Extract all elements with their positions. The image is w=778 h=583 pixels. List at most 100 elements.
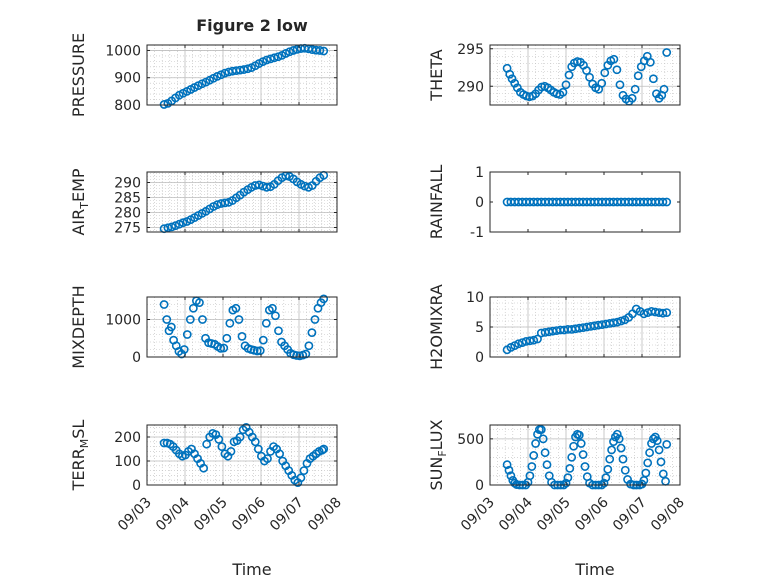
y-tick-label: 0 <box>132 478 141 494</box>
data-point <box>166 322 176 332</box>
y-tick-label: 280 <box>114 206 141 222</box>
data-point <box>504 465 514 475</box>
data-point <box>231 303 241 313</box>
data-point <box>506 471 516 481</box>
data-point <box>262 55 272 65</box>
data-point <box>616 443 626 453</box>
data-point <box>214 434 224 444</box>
data-point <box>319 46 329 56</box>
axes-box <box>146 171 338 233</box>
data-point <box>185 315 195 324</box>
data-point <box>254 180 264 190</box>
y-tick-label: 5 <box>475 320 484 336</box>
data-point <box>222 333 232 343</box>
data-point <box>179 345 189 354</box>
y-axis-label: THETA <box>427 49 446 101</box>
axes-box <box>146 296 338 358</box>
data-point <box>612 317 622 327</box>
data-point <box>658 308 668 318</box>
data-point <box>195 298 204 308</box>
data-point <box>607 445 616 455</box>
y-tick-label: 1000 <box>105 43 141 59</box>
data-point <box>612 429 622 439</box>
data-point <box>538 434 548 444</box>
y-tick-label: 290 <box>457 79 484 95</box>
data-point <box>217 442 227 451</box>
data-series <box>502 304 672 355</box>
data-point <box>507 74 517 84</box>
subplot-terr: 0 100 200 TERRMSL 09/0309/0409/0509/0609/070… <box>69 420 345 535</box>
data-point <box>220 198 230 208</box>
y-tick-label: 100 <box>114 454 141 470</box>
data-point <box>600 68 610 78</box>
y-axis-label: RAINFALL <box>427 165 446 240</box>
data-point <box>641 468 651 478</box>
data-point <box>531 439 540 448</box>
subplot-h2omixra: 0 5 10 H2OMIXRA <box>427 284 681 370</box>
y-tick-label: 1000 <box>105 313 141 329</box>
data-point <box>616 316 626 326</box>
x-tick-label: 09/05 <box>534 495 574 535</box>
data-series <box>502 197 672 207</box>
data-point <box>266 54 275 64</box>
x-tick-label: 09/04 <box>496 494 536 534</box>
data-point <box>243 64 253 74</box>
data-point <box>633 71 643 81</box>
data-point <box>542 460 552 470</box>
data-point <box>315 46 325 55</box>
data-point <box>561 478 571 488</box>
data-point <box>261 318 271 328</box>
data-point <box>649 74 658 84</box>
data-point <box>267 303 277 313</box>
data-point <box>578 450 588 459</box>
data-point <box>627 93 637 103</box>
data-point <box>288 46 298 55</box>
y-tick-label: 290 <box>114 176 141 192</box>
data-series <box>159 43 329 109</box>
y-tick-label: 0 <box>475 195 484 211</box>
data-point <box>502 460 512 470</box>
y-tick-label: 0 <box>475 350 484 366</box>
axes-box <box>489 44 681 106</box>
y-axis-label: TERRMSL <box>69 420 91 492</box>
data-point <box>292 351 302 360</box>
data-point <box>561 80 571 90</box>
data-point <box>645 448 654 458</box>
data-point <box>159 100 169 109</box>
data-point <box>269 53 279 63</box>
y-tick-label: 1 <box>475 165 484 181</box>
data-point <box>569 441 578 451</box>
x-tick-label: 09/03 <box>458 495 498 535</box>
data-point <box>304 341 314 351</box>
data-point <box>574 430 584 440</box>
data-point <box>529 335 539 345</box>
data-point <box>643 458 653 468</box>
data-point <box>178 218 188 228</box>
data-point <box>612 65 622 75</box>
data-point <box>225 318 235 328</box>
data-point <box>262 182 272 192</box>
data-point <box>659 84 669 94</box>
data-point <box>299 466 309 475</box>
data-point <box>656 457 666 467</box>
data-point <box>599 478 609 488</box>
data-point <box>609 54 619 64</box>
data-point <box>226 446 236 456</box>
data-point <box>597 78 607 88</box>
data-point <box>620 465 630 475</box>
data-point <box>273 52 283 62</box>
x-tick-label: 09/04 <box>153 494 193 534</box>
data-point <box>182 330 192 339</box>
data-point <box>576 439 586 448</box>
data-point <box>652 436 662 446</box>
data-point <box>216 343 226 353</box>
data-point <box>159 438 169 448</box>
data-point <box>580 462 590 471</box>
data-point <box>198 315 207 324</box>
data-point <box>220 68 230 78</box>
data-point <box>662 308 672 317</box>
data-point <box>529 451 539 460</box>
x-axis-title-right: Time <box>574 560 614 579</box>
data-point <box>605 454 615 464</box>
